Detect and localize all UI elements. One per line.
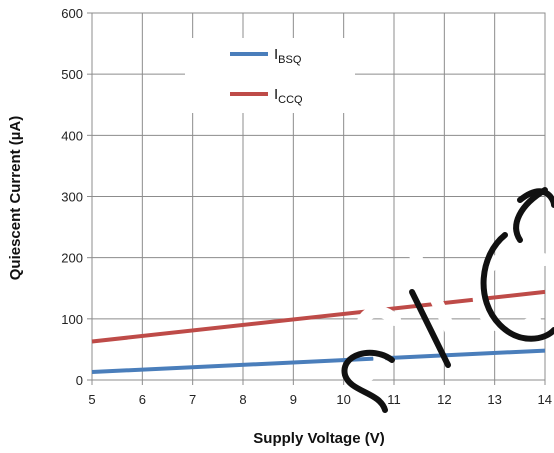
- watermark-ring-5: [513, 187, 548, 243]
- watermark-letter-l: [409, 249, 461, 346]
- watermark-letter-s: [334, 305, 401, 384]
- y-tick-label: 400: [61, 128, 83, 143]
- watermark-ring-3: [341, 349, 395, 413]
- watermark-ring-2: [480, 232, 554, 342]
- legend-label-ibsq: IBSQ: [274, 46, 302, 66]
- y-tick-label: 0: [76, 373, 83, 388]
- y-tick-label: 100: [61, 312, 83, 327]
- x-tick-label: 9: [290, 392, 297, 407]
- x-tick-label: 8: [239, 392, 246, 407]
- y-tick-label: 200: [61, 251, 83, 266]
- x-tick-label: 14: [538, 392, 552, 407]
- x-tick-label: 6: [139, 392, 146, 407]
- x-tick-label: 11: [387, 392, 401, 407]
- series-line-ccq: [91, 289, 546, 344]
- legend-label-iccq: ICCQ: [274, 86, 303, 106]
- x-tick-label: 10: [336, 392, 350, 407]
- plot-frame: [91, 12, 546, 381]
- y-axis-title: Quiescent Current (µA): [7, 116, 24, 281]
- x-tick-label: 7: [189, 392, 196, 407]
- y-tick-label: 600: [61, 6, 83, 21]
- watermark-letter-c: [472, 247, 551, 335]
- tick-labels: 0 100 200 300 400 500 600 5 6 7 8 9 10 11 12 13 14: [61, 6, 552, 407]
- series-line-bsq: [91, 348, 546, 374]
- y-tick-label: 500: [61, 67, 83, 82]
- y-tick-label: 300: [61, 190, 83, 205]
- x-axis-title: Supply Voltage (V): [253, 430, 384, 447]
- legend: IBSQ ICCQ: [185, 38, 355, 113]
- x-tick-label: 5: [88, 392, 95, 407]
- legend-background: [185, 38, 355, 113]
- x-tick-label: 12: [437, 392, 451, 407]
- watermark: [334, 187, 554, 413]
- x-tick-label: 13: [487, 392, 501, 407]
- series-layer: [91, 289, 546, 374]
- watermark-ring-4: [409, 289, 451, 368]
